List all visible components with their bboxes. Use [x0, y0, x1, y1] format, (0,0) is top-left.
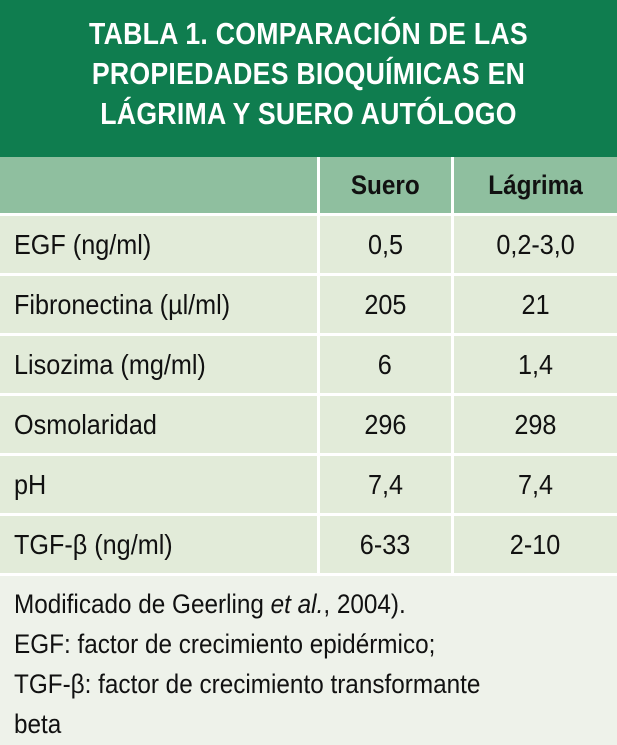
lagrima-value: 21 [452, 274, 617, 336]
suero-value: 205 [318, 274, 454, 336]
row-label: TGF-β (ng/ml) [0, 514, 320, 576]
row-label: EGF (ng/ml) [0, 214, 320, 276]
lagrima-value: 7,4 [452, 454, 617, 516]
suero-value: 0,5 [318, 214, 454, 276]
table-row: Fibronectina (µl/ml) 205 21 [0, 274, 617, 336]
header-empty-cell [0, 157, 320, 216]
row-label: Osmolaridad [0, 394, 320, 456]
lagrima-value: 2-10 [452, 514, 617, 576]
row-label: Lisozima (mg/ml) [0, 334, 320, 396]
suero-value: 6 [318, 334, 454, 396]
row-label: pH [0, 454, 320, 516]
suero-value: 6-33 [318, 514, 454, 576]
footnote-source: Modificado de Geerling et al., 2004). [14, 589, 406, 619]
table-row: TGF-β (ng/ml) 6-33 2-10 [0, 514, 617, 576]
table-footnote: Modificado de Geerling et al., 2004). EG… [0, 576, 617, 744]
suero-value: 296 [318, 394, 454, 456]
suero-value: 7,4 [318, 454, 454, 516]
lagrima-value: 298 [452, 394, 617, 456]
table-row: EGF (ng/ml) 0,5 0,2-3,0 [0, 214, 617, 276]
title-line-3: LÁGRIMA Y SUERO AUTÓLOGO [100, 96, 517, 131]
table-row: Osmolaridad 296 298 [0, 394, 617, 456]
table-header-row: Suero Lágrima [0, 157, 617, 216]
footnote-tgf-definition: TGF-β: factor de crecimiento transforman… [14, 669, 481, 699]
footnote-et-al: et al. [270, 589, 324, 619]
table-row: Lisozima (mg/ml) 6 1,4 [0, 334, 617, 396]
footnote-egf-definition: EGF: factor de crecimiento epidérmico; [14, 629, 436, 659]
row-label: Fibronectina (µl/ml) [0, 274, 320, 336]
table-title: TABLA 1. COMPARACIÓN DE LAS PROPIEDADES … [0, 0, 617, 157]
title-line-1: TABLA 1. COMPARACIÓN DE LAS [89, 16, 528, 51]
footnote-tgf-definition-cont: beta [14, 709, 62, 739]
lagrima-value: 0,2-3,0 [452, 214, 617, 276]
comparison-table: Suero Lágrima EGF (ng/ml) 0,5 0,2-3,0 Fi… [0, 157, 617, 576]
header-lagrima: Lágrima [452, 157, 617, 216]
title-line-2: PROPIEDADES BIOQUÍMICAS EN [91, 56, 526, 91]
table-row: pH 7,4 7,4 [0, 454, 617, 516]
header-suero: Suero [318, 157, 454, 216]
lagrima-value: 1,4 [452, 334, 617, 396]
